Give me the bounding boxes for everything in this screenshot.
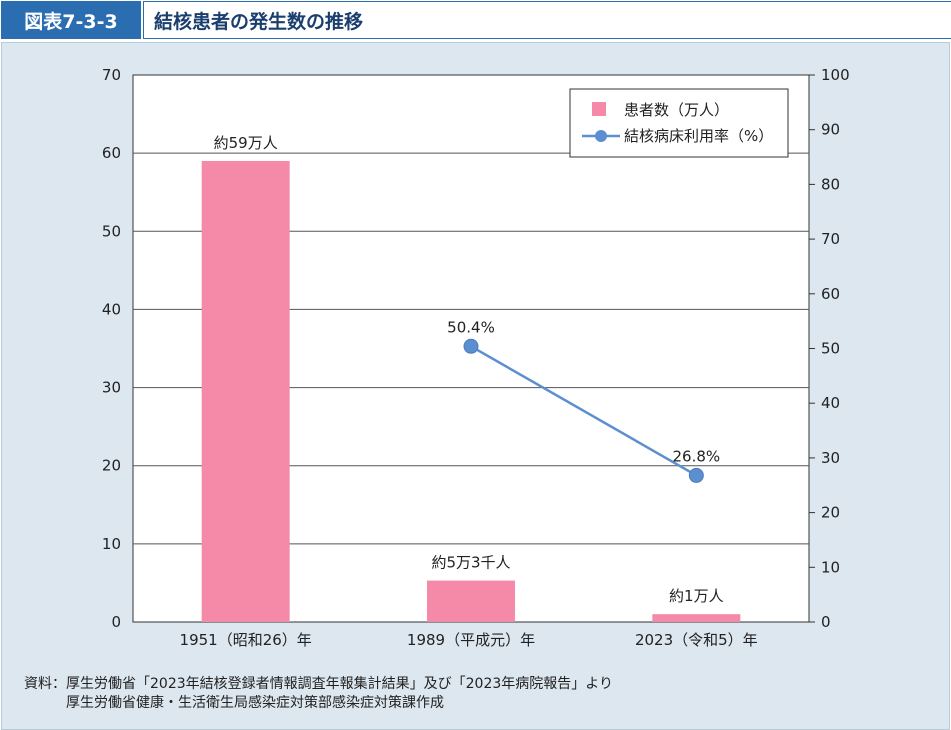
- right-axis-tick-label: 10: [821, 558, 840, 576]
- category-label: 2023（令和5）年: [635, 631, 758, 649]
- bar-data-label: 約5万3千人: [431, 554, 510, 572]
- line-data-label: 50.4%: [447, 318, 495, 336]
- bar: [427, 580, 515, 622]
- left-axis-tick-label: 20: [102, 457, 121, 475]
- source-line-2: 厚生労働省健康・生活衛生局感染症対策部感染症対策課作成: [66, 695, 444, 711]
- right-axis-tick-label: 70: [821, 230, 840, 248]
- bar: [652, 614, 741, 622]
- legend-line-marker: [595, 130, 607, 142]
- line-point: [688, 467, 704, 483]
- legend-label-patients: 患者数（万人）: [624, 101, 729, 119]
- right-axis-tick-label: 80: [821, 175, 840, 193]
- left-axis-tick-label: 60: [102, 144, 121, 162]
- series-line: [470, 345, 697, 477]
- bar-series: [201, 160, 741, 622]
- right-axis-tick-label: 20: [821, 504, 840, 522]
- left-axis-tick-label: 40: [102, 300, 121, 318]
- line-point: [463, 338, 479, 354]
- left-axis-tick-label: 30: [102, 379, 121, 397]
- right-axis-tick-label: 90: [821, 121, 840, 139]
- left-axis-tick-label: 0: [111, 613, 121, 631]
- figure-number: 図表7-3-3: [1, 1, 141, 39]
- category-label: 1951（昭和26）年: [180, 631, 312, 649]
- left-axis-tick-label: 70: [102, 66, 121, 84]
- source-line-1: 資料：厚生労働省「2023年結核登録者情報調査年報集計結果」及び「2023年病院…: [24, 676, 613, 692]
- right-axis-tick-label: 40: [821, 394, 840, 412]
- line-data-label: 26.8%: [673, 447, 721, 465]
- category-labels: 1951（昭和26）年 1989（平成元）年 2023（令和5）年: [180, 631, 758, 649]
- right-axis-tick-label: 0: [821, 613, 831, 631]
- left-axis-tick-label: 50: [102, 222, 121, 240]
- line-series: [463, 338, 704, 483]
- category-label: 1989（平成元）年: [407, 631, 535, 649]
- legend-bar-swatch: [592, 102, 606, 116]
- left-axis-tick-label: 10: [102, 535, 121, 553]
- right-axis-tick-label: 50: [821, 340, 840, 358]
- bar: [201, 160, 290, 622]
- right-axis-tick-label: 100: [821, 66, 850, 84]
- figure-title: 結核患者の発生数の推移: [143, 1, 951, 39]
- bar-data-label: 約59万人: [214, 134, 278, 152]
- figure-header: 図表7-3-3 結核患者の発生数の推移: [0, 0, 951, 40]
- bar-data-label: 約1万人: [669, 587, 724, 605]
- axis-ticks: 0 10 20 30 40 50 60 70 0 10 20 30 40 50 60 70 80 90 100: [102, 66, 850, 631]
- legend-label-bed-rate: 結核病床利用率（%）: [624, 127, 773, 145]
- right-axis-tick-label: 60: [821, 285, 840, 303]
- right-axis-tick-label: 30: [821, 449, 840, 467]
- legend-box: [569, 88, 789, 158]
- legend: 患者数（万人） 結核病床利用率（%）: [569, 88, 789, 158]
